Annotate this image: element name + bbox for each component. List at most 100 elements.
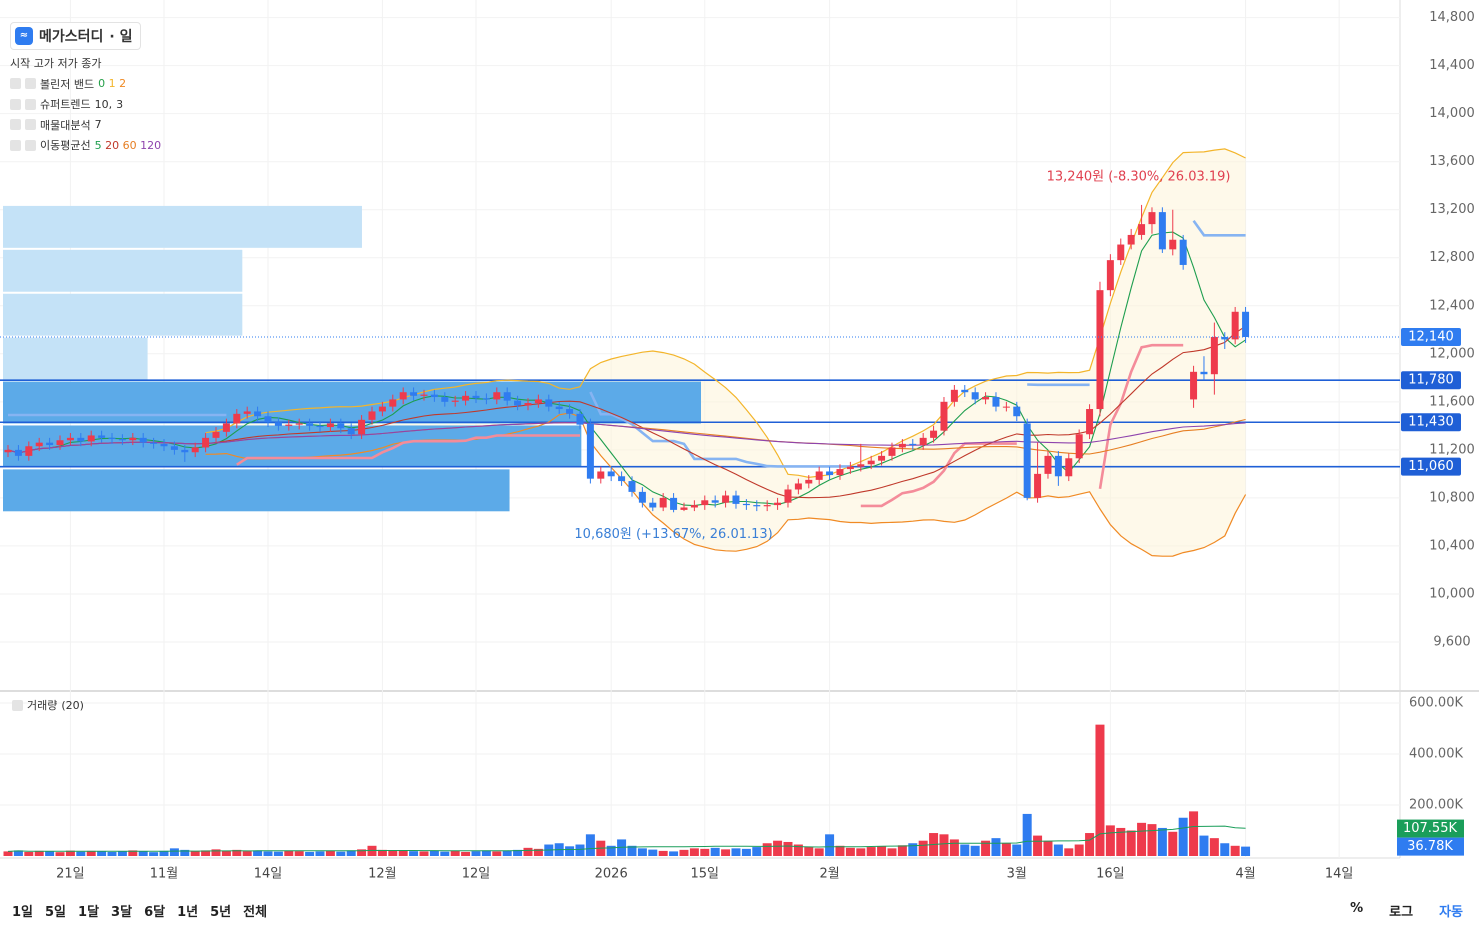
bollinger-lower [205,412,1247,557]
volume-bar [346,850,356,856]
x-tick-label: 12일 [462,867,491,882]
ma-period: 60 [122,138,137,152]
volume-bar [45,851,55,856]
range-button[interactable]: 1년 [177,904,199,920]
bb-line: 0 [98,77,106,91]
volume-bar [773,840,783,856]
volume-bar [710,847,720,856]
candle-body [503,392,511,401]
candle-body [1242,311,1250,337]
candle-body [638,491,646,503]
volume-bar [325,850,335,856]
option-button[interactable]: 자동 [1439,904,1463,920]
range-button[interactable]: 6달 [144,904,166,920]
candle-body [1044,455,1052,474]
candle-body [1054,455,1062,477]
y-tick-label: 9,600 [1433,634,1470,649]
candle-body [77,437,85,442]
last-price-label: 12,140 [1408,329,1454,344]
candle-body [399,392,407,400]
last-price-box [1401,327,1461,346]
volume-bar [627,845,637,856]
volume-bar [908,843,918,856]
volume-bar [897,845,907,856]
volume-bar [970,845,980,856]
volume-bar [835,845,845,856]
volume-bar [357,849,367,856]
level-box [1401,371,1461,390]
candle-body [35,442,43,447]
volume-bar [1085,833,1095,856]
volume-bar [461,851,471,856]
volume-bar [731,848,741,856]
volume-bar [263,851,273,856]
symbol: ≈ 메가스터디 · 일 [10,22,142,50]
candle-body [129,437,137,441]
range-button[interactable]: 3달 [111,904,133,920]
y-tick-label: 10,400 [1429,538,1475,553]
range-button[interactable]: 5일 [45,904,67,920]
candle-body [514,400,522,406]
volume-bar [741,848,751,856]
volume-bar [481,850,491,856]
candle-body [534,399,542,404]
candle-body [794,483,802,490]
volume-bar [1230,845,1240,856]
volume-profile-bar [3,381,701,424]
volume-bar [981,840,991,856]
candle-body [649,502,657,508]
x-tick-label: 4월 [1235,867,1255,882]
x-tick-label: 3월 [1007,867,1027,882]
range-button[interactable]: 전체 [243,904,268,920]
candle-body [742,503,750,506]
candle-body [56,440,64,446]
legend-st: 슈퍼트렌드 10, 3 [10,94,161,115]
option-button[interactable]: 로그 [1389,904,1414,920]
candle-body [1200,371,1208,375]
candle-body [836,469,844,476]
candle-body [191,447,199,453]
volume-bar [637,848,647,856]
candle-body [659,497,667,508]
candle-body [670,497,678,510]
volume-bar [398,850,408,856]
range-button[interactable]: 1달 [78,904,100,920]
volume-bar [1157,827,1167,856]
candle-body [202,437,210,448]
volume-bar [825,834,835,856]
ohlc: 시작 고가 저가 종가 [10,57,102,71]
candle-body [222,423,230,432]
candle-body [878,455,886,461]
y-tick-label: 13,200 [1429,202,1475,217]
candle-body [950,389,958,402]
volume-bar [429,850,439,856]
volume-bar [76,851,86,856]
candle-body [285,424,293,426]
candle-body [420,394,428,396]
candle-body [1096,290,1104,410]
volume-bar [960,844,970,856]
range-button[interactable]: 1일 [12,904,34,920]
candle-body [118,439,126,441]
x-tick-label: 12월 [368,867,397,882]
volume-bar [336,851,346,856]
candle-body [1210,336,1218,375]
volume-bar [440,851,450,856]
volume-bar [762,843,772,856]
volume-bar [86,850,96,856]
supertrend [1192,220,1246,237]
last-volume-box [1397,837,1464,856]
option-button[interactable]: % [1350,900,1364,916]
volume-bar [533,848,543,856]
candle-body [462,395,470,401]
candle-body [1231,311,1239,340]
candle-body [857,464,865,467]
candle-body [98,435,106,438]
volume-bar [377,849,387,856]
candle-body [1158,212,1166,250]
range-button[interactable]: 5년 [210,904,232,920]
legend: ≈ 메가스터디 · 일 시작 고가 저가 종가 볼린저 밴드 0 1 2 슈퍼트렌드 1… [10,22,161,156]
volume-bar [107,851,117,856]
volume-profile-bar [3,205,362,248]
candle-body [160,443,168,447]
